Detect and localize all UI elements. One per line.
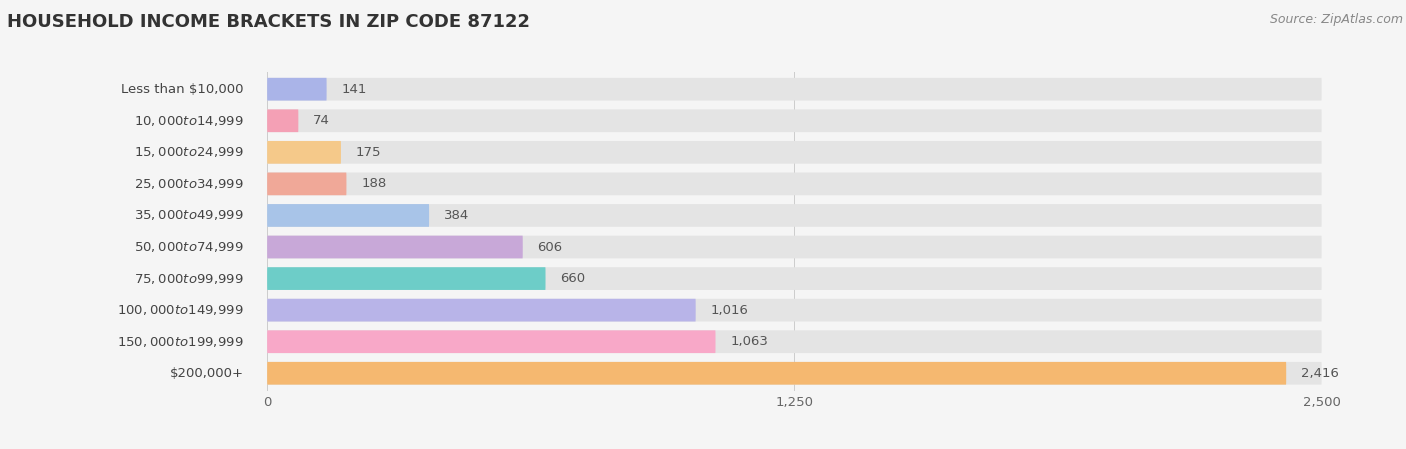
Text: 606: 606	[537, 241, 562, 254]
FancyBboxPatch shape	[267, 236, 523, 258]
Text: 175: 175	[356, 146, 381, 159]
Text: $15,000 to $24,999: $15,000 to $24,999	[134, 145, 245, 159]
Text: Source: ZipAtlas.com: Source: ZipAtlas.com	[1270, 13, 1403, 26]
Text: 660: 660	[560, 272, 585, 285]
Text: 188: 188	[361, 177, 387, 190]
FancyBboxPatch shape	[267, 267, 546, 290]
Text: 1,063: 1,063	[730, 335, 768, 348]
Text: $150,000 to $199,999: $150,000 to $199,999	[118, 335, 245, 349]
Text: 1,016: 1,016	[710, 304, 748, 317]
FancyBboxPatch shape	[267, 78, 1322, 101]
Text: $10,000 to $14,999: $10,000 to $14,999	[134, 114, 245, 128]
FancyBboxPatch shape	[267, 141, 1322, 164]
FancyBboxPatch shape	[267, 110, 1322, 132]
FancyBboxPatch shape	[267, 362, 1286, 385]
Text: 141: 141	[342, 83, 367, 96]
FancyBboxPatch shape	[267, 204, 1322, 227]
FancyBboxPatch shape	[267, 204, 429, 227]
FancyBboxPatch shape	[267, 267, 1322, 290]
Text: 74: 74	[314, 114, 330, 127]
Text: HOUSEHOLD INCOME BRACKETS IN ZIP CODE 87122: HOUSEHOLD INCOME BRACKETS IN ZIP CODE 87…	[7, 13, 530, 31]
FancyBboxPatch shape	[267, 330, 1322, 353]
FancyBboxPatch shape	[267, 78, 326, 101]
FancyBboxPatch shape	[267, 299, 1322, 321]
FancyBboxPatch shape	[267, 330, 716, 353]
Text: $200,000+: $200,000+	[170, 367, 245, 380]
FancyBboxPatch shape	[267, 110, 298, 132]
FancyBboxPatch shape	[267, 362, 1322, 385]
FancyBboxPatch shape	[267, 236, 1322, 258]
Text: Less than $10,000: Less than $10,000	[121, 83, 245, 96]
Text: 2,416: 2,416	[1301, 367, 1339, 380]
Text: $50,000 to $74,999: $50,000 to $74,999	[134, 240, 245, 254]
FancyBboxPatch shape	[267, 141, 340, 164]
Text: $25,000 to $34,999: $25,000 to $34,999	[134, 177, 245, 191]
Text: $35,000 to $49,999: $35,000 to $49,999	[134, 208, 245, 222]
FancyBboxPatch shape	[267, 172, 1322, 195]
FancyBboxPatch shape	[267, 172, 346, 195]
Text: 384: 384	[444, 209, 470, 222]
Text: $100,000 to $149,999: $100,000 to $149,999	[118, 303, 245, 317]
Text: $75,000 to $99,999: $75,000 to $99,999	[134, 272, 245, 286]
FancyBboxPatch shape	[267, 299, 696, 321]
